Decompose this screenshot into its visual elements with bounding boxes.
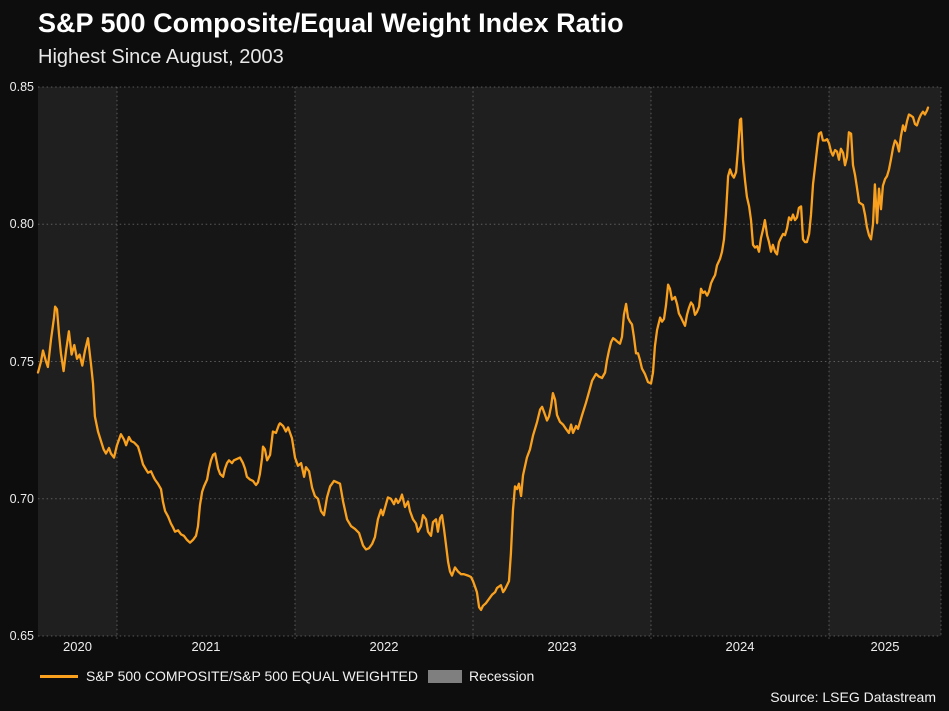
source-credit: Source: LSEG Datastream <box>770 689 936 705</box>
chart-legend: S&P 500 COMPOSITE/S&P 500 EQUAL WEIGHTED… <box>40 667 534 685</box>
x-tick-label: 2023 <box>547 639 577 654</box>
x-tick-label: 2020 <box>63 639 92 654</box>
x-tick-label: 2024 <box>725 639 755 654</box>
chart-title: S&P 500 Composite/Equal Weight Index Rat… <box>38 8 624 38</box>
recession-swatch <box>427 669 462 683</box>
x-tick-label: 2025 <box>870 639 900 654</box>
y-tick-label: 0.80 <box>9 217 34 232</box>
legend-recession-label: Recession <box>468 668 535 684</box>
chart-subtitle: Highest Since August, 2003 <box>38 46 284 68</box>
y-tick-label: 0.75 <box>9 354 34 369</box>
series-line-swatch <box>40 674 78 678</box>
y-tick-label: 0.65 <box>9 629 34 643</box>
x-tick-label: 2021 <box>191 639 221 654</box>
y-tick-label: 0.70 <box>9 491 34 506</box>
x-tick-label: 2022 <box>369 639 399 654</box>
legend-series-label: S&P 500 COMPOSITE/S&P 500 EQUAL WEIGHTED <box>86 668 418 684</box>
y-tick-label: 0.85 <box>9 80 34 94</box>
